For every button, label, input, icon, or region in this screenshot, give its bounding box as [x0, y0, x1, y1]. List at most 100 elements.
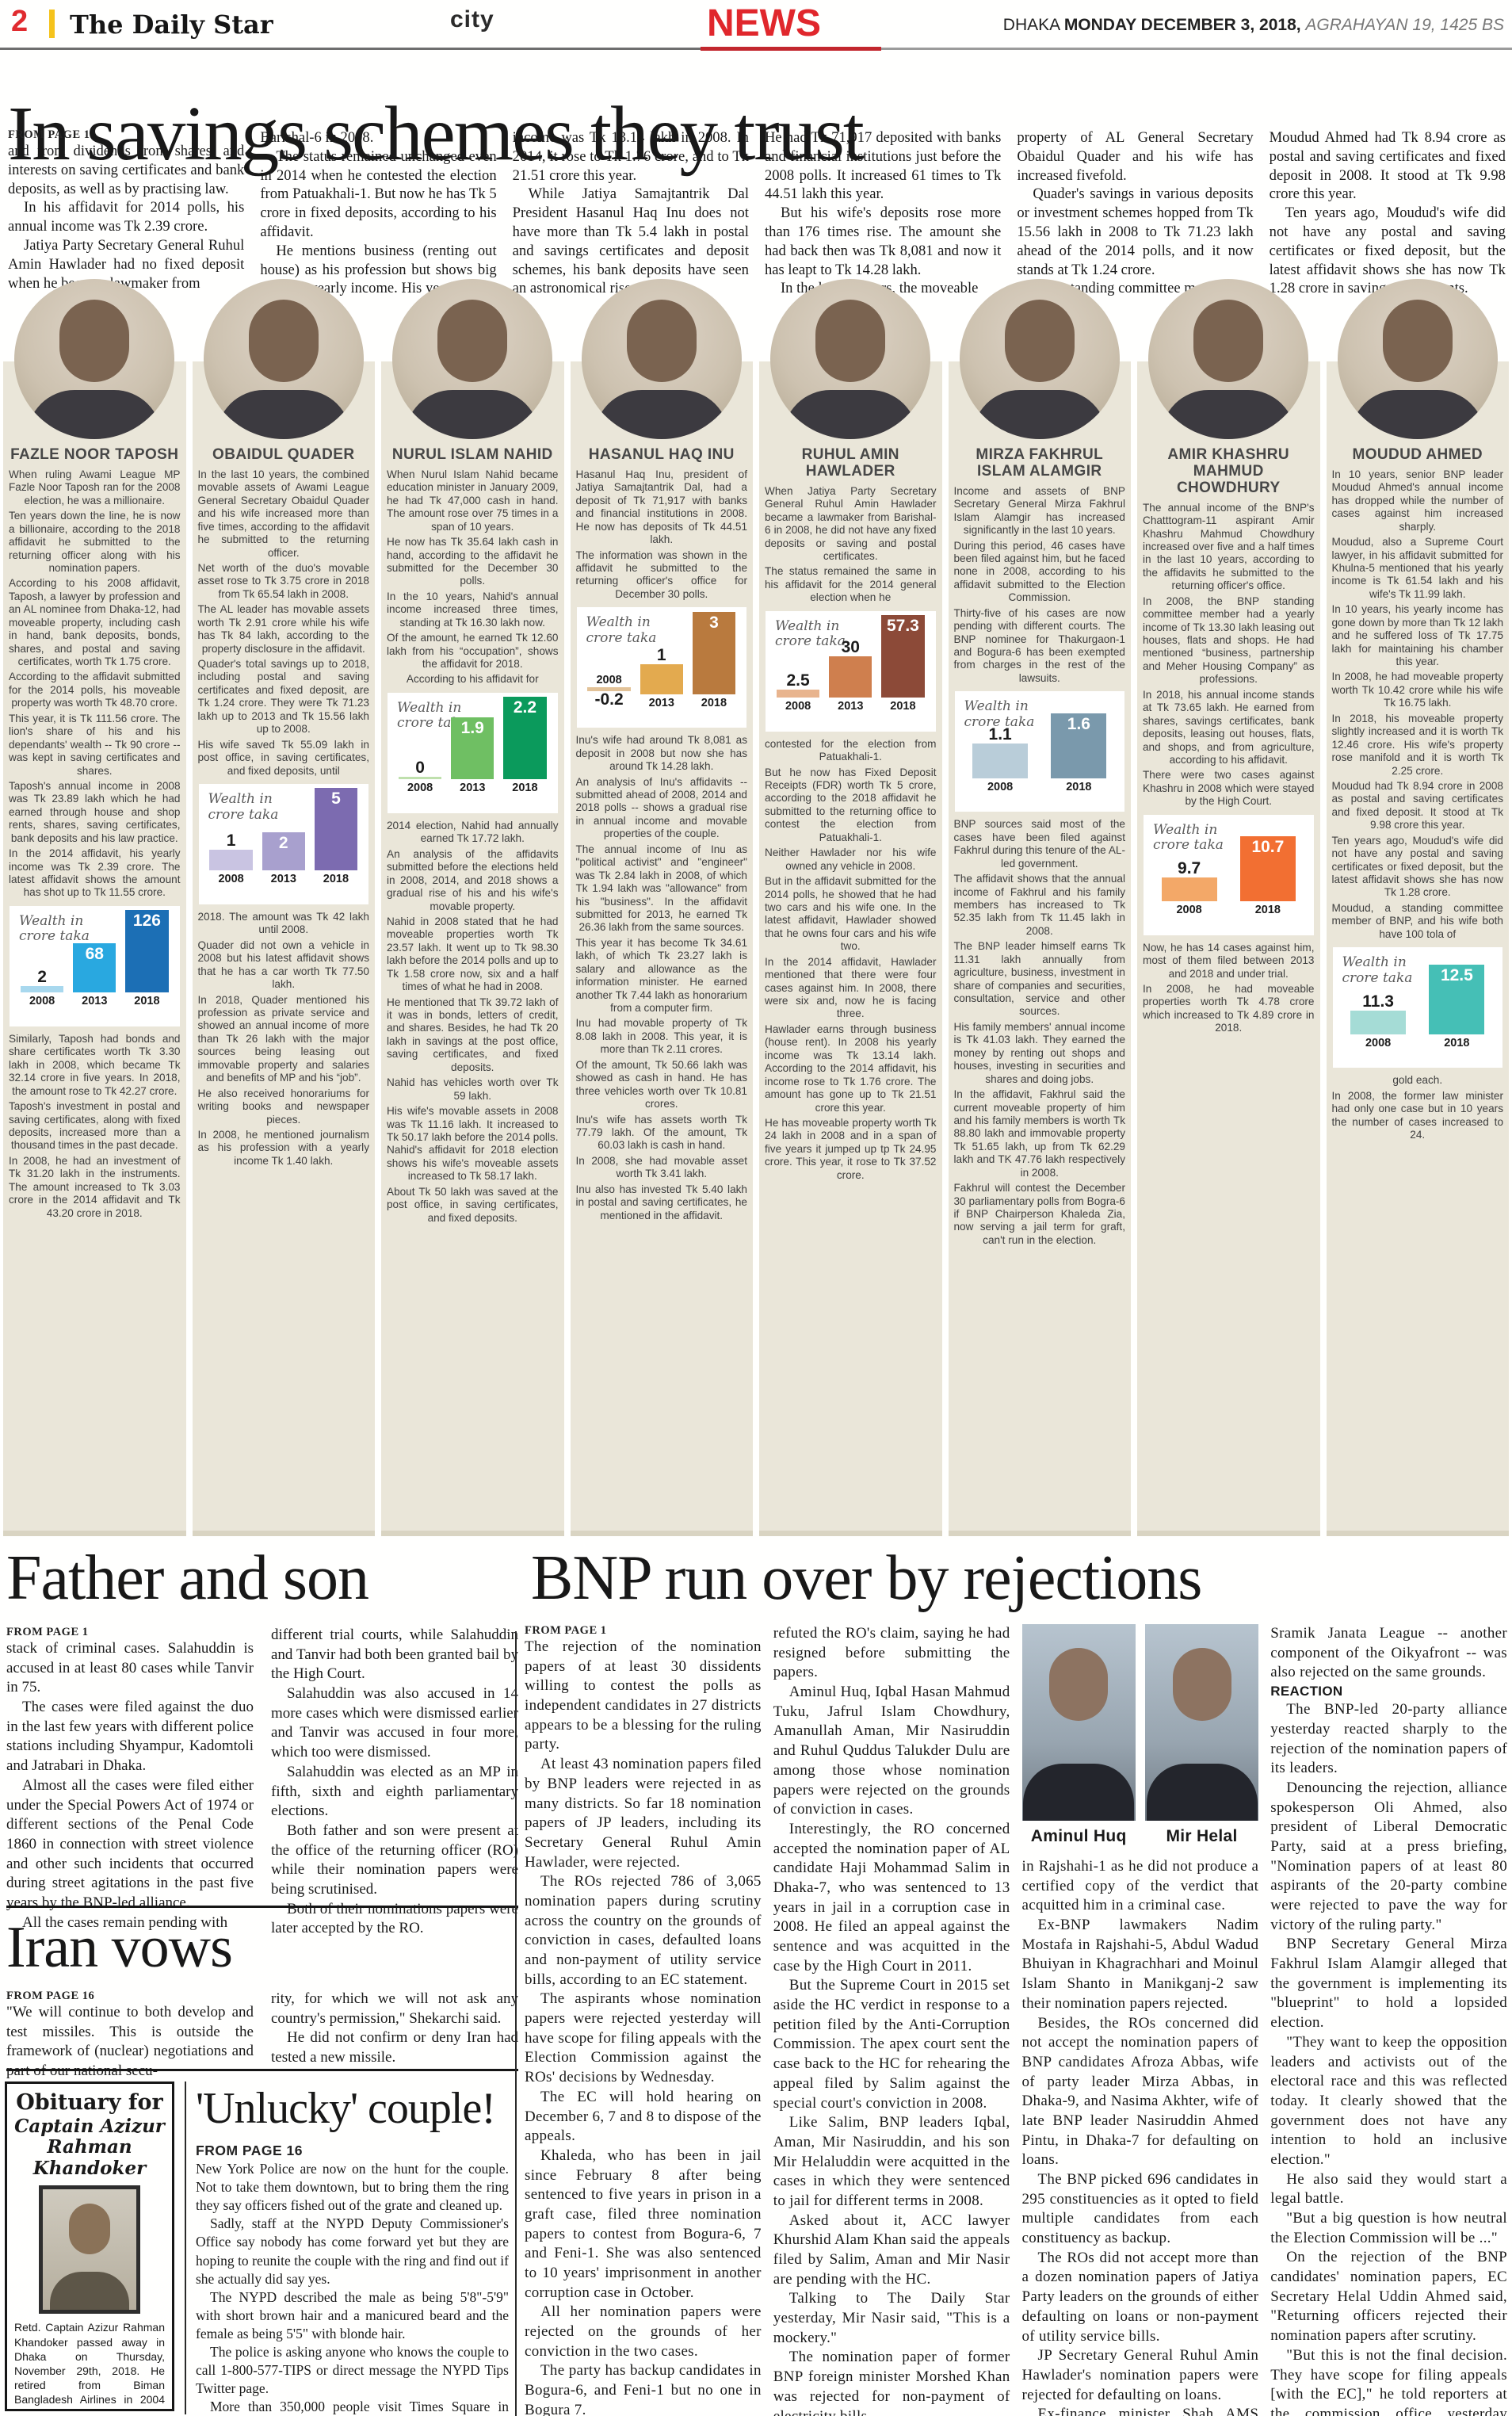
paragraph: In 2018, his annual income stands at Tk … — [1143, 688, 1315, 766]
section-rule — [6, 2069, 518, 2071]
chart-bar-slot: 11.3 2008 — [1339, 992, 1418, 1049]
chart-year-label: 2013 — [82, 995, 108, 1008]
paragraph: Quader's total savings up to 2018, inclu… — [197, 658, 370, 736]
bnp-photo-row: Aminul Huq Mir Helal — [1021, 1624, 1259, 1854]
profile-amir-khashru-mahmud-chowdhury: AMIR KHASHRU MAHMUD CHOWDHURY The annual … — [1137, 279, 1320, 1536]
paragraph: Ex-finance minister Shah AMS Kibria's so… — [1037, 2406, 1259, 2416]
paragraph: The BNP picked 696 candidates in 295 con… — [1021, 2171, 1259, 2247]
chart-bar-slot: 10.7 2018 — [1228, 836, 1307, 916]
chart-value-label: 1.9 — [460, 719, 484, 738]
iran-col-1: FROM PAGE 16 "We will continue to both d… — [6, 1990, 254, 2082]
chart-bar-slot: 68 2013 — [68, 943, 120, 1007]
chart-year-label: 2018 — [890, 700, 916, 713]
profile-photo — [770, 279, 931, 439]
profile-photo — [581, 279, 742, 439]
chart-title: Wealth in crore taka — [1342, 954, 1413, 986]
paragraph: He also received honorariums for writing… — [197, 1087, 370, 1126]
paragraph: His wife's movable assets in 2008 was Tk… — [387, 1105, 559, 1183]
profile-nurul-islam-nahid: NURUL ISLAM NAHID When Nurul Islam Nahid … — [381, 279, 564, 1536]
chart-value-label: 2.5 — [786, 671, 810, 690]
paragraph: Both father and son were present at the … — [271, 1822, 518, 1898]
paragraph: In 10 years, senior BNP leader Moudud Ah… — [1331, 468, 1504, 533]
bnp-col-3-text: in Rajshahi-1 as he did not produce a ce… — [1022, 1857, 1259, 2416]
paragraph: gold each. — [1392, 1074, 1443, 1087]
paragraph: In 2018, Quader mentioned his profession… — [197, 993, 370, 1084]
paragraph: An analysis of the affidavits submitted … — [387, 847, 559, 912]
paragraph: Ten years down the line, he is now a bil… — [9, 510, 181, 574]
from-page-label: FROM PAGE 1 — [6, 1626, 89, 1638]
profile-name: FAZLE NOOR TAPOSH — [10, 446, 179, 463]
chart-title: Wealth in crore taka — [964, 698, 1035, 730]
page-header: 2 The Daily Star city NEWS DHAKA MONDAY … — [0, 0, 1512, 51]
chart-value-label: 126 — [132, 912, 161, 931]
column-divider — [515, 1631, 517, 2416]
chart-year-label: 2018 — [512, 782, 538, 795]
paragraph: When Nurul Islam Nahid became education … — [387, 468, 559, 533]
paragraph: 2018. The amount was Tk 42 lakh until 20… — [197, 910, 370, 936]
chart-year-label: 2018 — [1444, 1036, 1470, 1049]
dateline-bangla: AGRAHAYAN 19, 1425 BS — [1305, 16, 1504, 34]
paragraph: Interestingly, the RO concerned accepted… — [773, 1820, 1010, 1974]
photo-cell: Mir Helal — [1144, 1624, 1259, 1854]
photo-cell: Aminul Huq — [1021, 1624, 1136, 1854]
dateline: DHAKA MONDAY DECEMBER 3, 2018, AGRAHAYAN… — [1003, 16, 1504, 35]
paragraph: The BNP-led 20-party alliance yesterday … — [1270, 1701, 1507, 1777]
chart-bar-slot: 2.2 2018 — [498, 697, 551, 794]
lead-column-2: Barishal-6 in 2008. The status remained u… — [260, 128, 497, 296]
chart-value-label: 1.6 — [1067, 714, 1090, 733]
paragraph: Sadly, staff at the NYPD Deputy Commissi… — [196, 2215, 509, 2287]
paragraph: Thirty-five of his cases are now pending… — [953, 606, 1126, 684]
paragraph: But in the affidavit submitted for the 2… — [765, 875, 937, 953]
paragraph: The aspirants whose nomination papers we… — [525, 1990, 762, 2086]
paragraph: The cases were filed against the duo in … — [6, 1699, 254, 1775]
chart-value-label: 30 — [841, 638, 860, 657]
paragraph: The status remained unchanged even in 20… — [260, 147, 497, 240]
chart-value-label: 0 — [415, 759, 425, 778]
chart-year-label: 2013 — [838, 700, 864, 713]
profile-photo — [14, 279, 175, 439]
chart-bar-slot: 1 2013 — [636, 645, 688, 709]
article-headline: Father and son — [6, 1543, 369, 1613]
paragraph: Moudud, also a Supreme Court lawyer, in … — [1331, 536, 1504, 600]
profile-mirza-fakhrul-islam-alamgir: MIRZA FAKHRUL ISLAM ALAMGIR Income and as… — [948, 279, 1131, 1536]
wealth-chart: Wealth in crore taka 0 2008 1.9 2013 2.2 2018 — [388, 692, 558, 813]
paragraph: He also said they would start a legal ba… — [1270, 2170, 1507, 2208]
father-col-1: FROM PAGE 1 stack of criminal cases. Sal… — [6, 1626, 254, 1939]
chart-year-label: 2008 — [785, 700, 811, 713]
paragraph: When Jatiya Party Secretary General Ruhu… — [765, 484, 937, 562]
chart-bar-slot: 1.6 2018 — [1040, 713, 1118, 793]
chart-bar-slot: 0 2008 — [394, 759, 446, 794]
chart-value-label: 2 — [37, 968, 47, 987]
profile-fazle-noor-taposh: FAZLE NOOR TAPOSH When ruling Awami Leagu… — [3, 279, 186, 1536]
paragraph: The EC will hold hearing on December 6, … — [525, 2088, 762, 2145]
chart-bar: 126 — [125, 910, 169, 993]
chart-year-label: 2013 — [460, 782, 486, 795]
chart-value-label: 1 — [656, 645, 666, 664]
from-page-label: FROM PAGE 16 — [196, 2143, 304, 2158]
paragraph: Inu had movable property of Tk 8.08 lakh… — [575, 1017, 748, 1056]
paragraph: According to his affidavit for — [406, 673, 539, 686]
paragraph: He has moveable property worth Tk 24 lak… — [765, 1116, 937, 1181]
chart-bar-slot: 1 2008 — [205, 832, 258, 885]
paragraph: All the cases remain pending with — [22, 1913, 228, 1931]
article-headline: BNP run over by rejections — [531, 1543, 1202, 1613]
paragraph: The nomination paper of former BNP forei… — [773, 2349, 1010, 2416]
profile-panel: MIRZA FAKHRUL ISLAM ALAMGIR Income and as… — [948, 361, 1131, 1536]
chart-bar: 5 — [314, 788, 358, 871]
paragraph: Sramik Janata League -- another componen… — [1270, 1625, 1507, 1681]
chart-title: Wealth in crore taka — [19, 912, 90, 945]
paragraph: stack of criminal cases. Salahuddin is a… — [6, 1640, 254, 1696]
paragraph: More than 350,000 people visit Times Squ… — [210, 2399, 509, 2414]
paragraph: The BNP leader himself earns Tk 11.31 la… — [953, 940, 1126, 1018]
chart-bar-slot: 57.3 2018 — [876, 615, 929, 713]
profile-panel: FAZLE NOOR TAPOSH When ruling Awami Leagu… — [3, 361, 186, 1536]
masthead-logo: The Daily Star — [70, 10, 273, 40]
chart-bar-slot: 2.5 2008 — [772, 672, 824, 713]
paragraph: According to his 2008 affidavit, Taposh,… — [9, 577, 181, 668]
profile-name: AMIR KHASHRU MAHMUD CHOWDHURY — [1167, 446, 1290, 496]
profile-name: MIRZA FAKHRUL ISLAM ALAMGIR — [976, 446, 1104, 480]
obituary-box: Obituary for Captain Azizur Rahman Khand… — [5, 2082, 174, 2411]
chart-bars: 11.3 2008 12.5 2018 — [1339, 950, 1497, 1049]
chart-year-label: 2008 — [596, 673, 622, 686]
paragraph: BNP sources said most of the cases have … — [953, 818, 1126, 870]
